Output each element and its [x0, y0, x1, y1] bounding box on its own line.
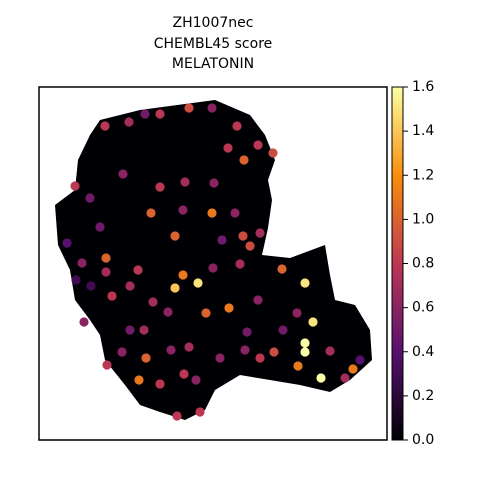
colorbar-tick-label: 0.8 — [412, 256, 434, 272]
spot — [293, 361, 303, 371]
spot — [146, 208, 156, 218]
spot — [253, 295, 263, 305]
spot — [223, 143, 233, 153]
tissue-region — [55, 100, 372, 420]
spot — [201, 308, 211, 318]
spot — [215, 353, 225, 363]
colorbar-tick-label: 1.2 — [412, 167, 434, 183]
spot — [155, 109, 165, 119]
spot — [300, 338, 310, 348]
spot — [316, 373, 326, 383]
spot — [124, 117, 134, 127]
spot — [230, 208, 240, 218]
spot — [101, 253, 111, 263]
spot — [232, 121, 242, 131]
spot — [148, 297, 158, 307]
spot — [278, 325, 288, 335]
spot — [118, 169, 128, 179]
spot — [117, 347, 127, 357]
spot — [217, 235, 227, 245]
spot — [125, 281, 135, 291]
spot — [71, 275, 81, 285]
spot — [300, 347, 310, 357]
spot — [170, 231, 180, 241]
spot — [155, 182, 165, 192]
spot — [268, 148, 278, 158]
spot — [141, 353, 151, 363]
spot — [209, 178, 219, 188]
spot — [207, 103, 217, 113]
spot — [172, 411, 182, 421]
title-line: ZH1007nec — [173, 15, 254, 31]
title-line: MELATONIN — [172, 56, 254, 72]
spot — [102, 360, 112, 370]
colorbar-tick-label: 1.6 — [412, 79, 434, 95]
spot — [85, 193, 95, 203]
spot — [95, 222, 105, 232]
spot — [238, 231, 248, 241]
spot — [139, 325, 149, 335]
colorbar-tick-label: 0.6 — [412, 300, 434, 316]
spot — [269, 347, 279, 357]
spot — [292, 308, 302, 318]
spot — [184, 103, 194, 113]
spot — [184, 342, 194, 352]
spot — [255, 228, 265, 238]
spot — [235, 259, 245, 269]
colorbar-tick-label: 1.4 — [412, 123, 434, 139]
spot — [277, 264, 287, 274]
spot — [240, 345, 250, 355]
spot — [140, 109, 150, 119]
colorbar-tick-label: 0.4 — [412, 344, 434, 360]
spot — [178, 270, 188, 280]
spot — [325, 346, 335, 356]
spot — [239, 155, 249, 165]
spot — [133, 265, 143, 275]
spot — [242, 327, 252, 337]
spot — [255, 353, 265, 363]
plot-frame — [38, 86, 388, 441]
spot — [86, 281, 96, 291]
spot — [77, 258, 87, 268]
spot — [355, 355, 365, 365]
spot — [107, 291, 117, 301]
spot — [180, 177, 190, 187]
spot — [253, 140, 263, 150]
spot — [193, 278, 203, 288]
spot — [300, 278, 310, 288]
spot — [208, 263, 218, 273]
spot — [166, 345, 176, 355]
spot — [134, 375, 144, 385]
spot — [340, 373, 350, 383]
spot — [79, 317, 89, 327]
colorbar — [391, 86, 404, 441]
spot — [179, 369, 189, 379]
spot — [100, 121, 110, 131]
spot — [125, 325, 135, 335]
colorbar-tick-label: 0.0 — [412, 432, 434, 448]
spot — [70, 181, 80, 191]
spot — [245, 241, 255, 251]
spot — [348, 364, 358, 374]
spot — [207, 208, 217, 218]
spot — [155, 379, 165, 389]
colorbar-tick-label: 1.0 — [412, 211, 434, 227]
spot — [101, 267, 111, 277]
colorbar-tick-label: 0.2 — [412, 388, 434, 404]
spot — [163, 307, 173, 317]
spot — [308, 317, 318, 327]
spot — [224, 303, 234, 313]
title-line: CHEMBL45 score — [154, 36, 273, 52]
spot — [191, 375, 201, 385]
spot — [178, 205, 188, 215]
spot — [195, 407, 205, 417]
spot — [62, 238, 72, 248]
spot — [170, 283, 180, 293]
